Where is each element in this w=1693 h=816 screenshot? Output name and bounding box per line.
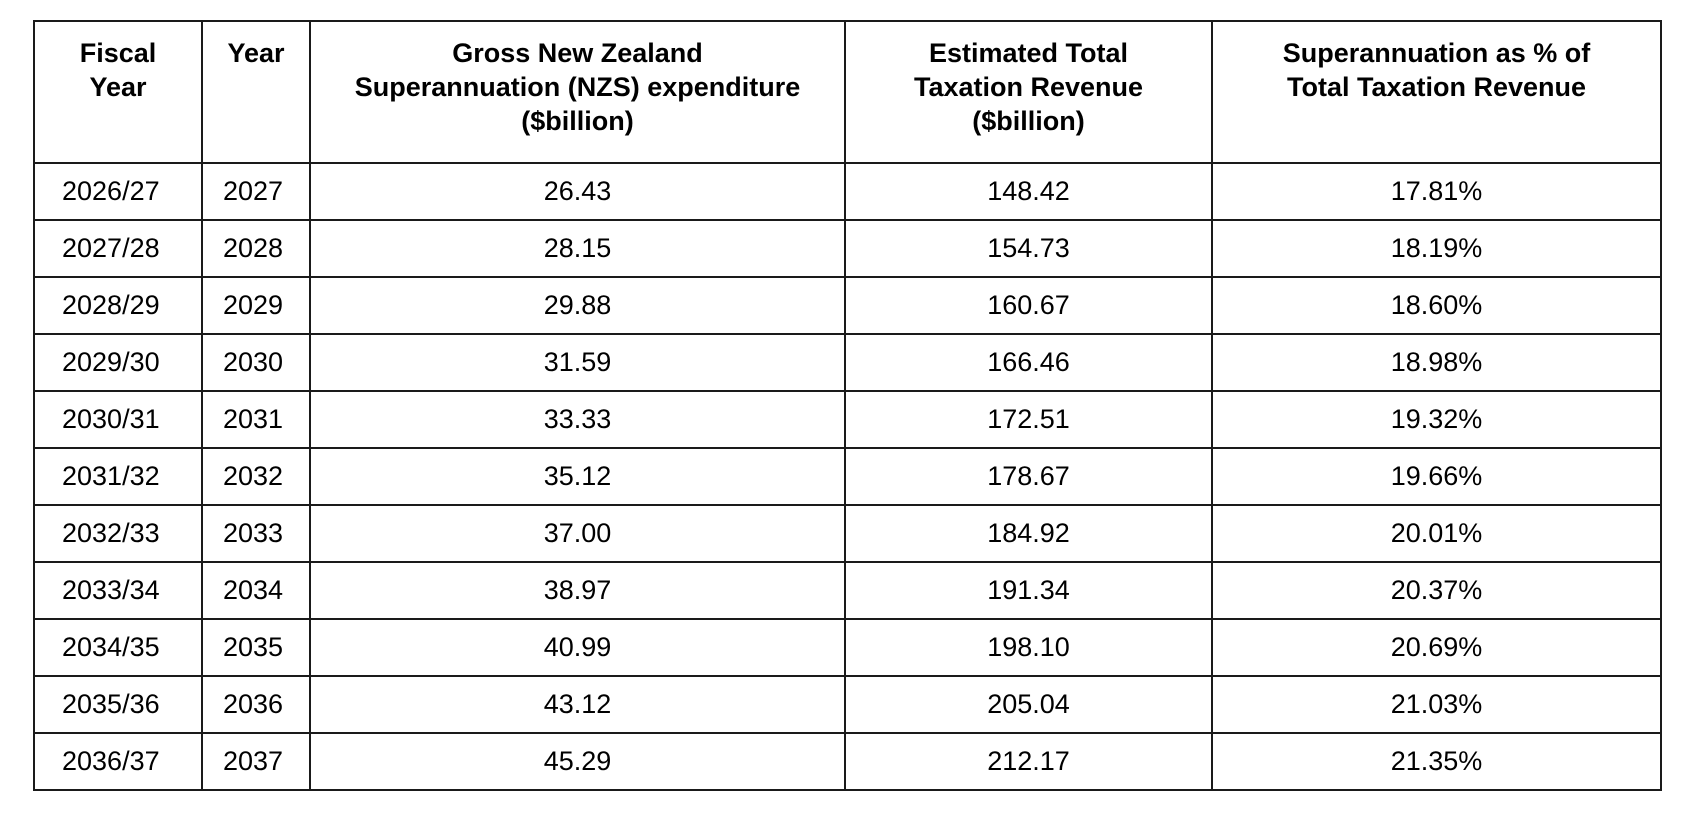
nzs-expenditure-header: Gross New Zealand Superannuation (NZS) ex… — [309, 20, 846, 164]
fiscal-year-cell: 2028/29 — [33, 276, 203, 335]
nzs-expenditure-cell: 28.15 — [309, 219, 846, 278]
table-row: 2030/31 2031 33.33 172.51 19.32% — [33, 390, 1662, 449]
header-line: Superannuation (NZS) expenditure — [354, 72, 801, 102]
year-cell: 2035 — [201, 618, 311, 677]
fiscal-year-cell: 2026/27 — [33, 162, 203, 221]
nzs-expenditure-cell: 26.43 — [309, 162, 846, 221]
tax-revenue-cell: 184.92 — [844, 504, 1213, 563]
year-header: Year — [201, 20, 311, 164]
tax-revenue-cell: 178.67 — [844, 447, 1213, 506]
year-cell: 2034 — [201, 561, 311, 620]
year-cell: 2029 — [201, 276, 311, 335]
tax-revenue-header: Estimated Total Taxation Revenue ($billion… — [844, 20, 1213, 164]
tax-revenue-cell: 166.46 — [844, 333, 1213, 392]
header-line: Taxation Revenue — [913, 72, 1144, 102]
nzs-expenditure-cell: 37.00 — [309, 504, 846, 563]
table-row: 2029/30 2030 31.59 166.46 18.98% — [33, 333, 1662, 392]
fiscal-year-cell: 2029/30 — [33, 333, 203, 392]
header-line: Year — [227, 38, 285, 68]
nzs-expenditure-cell: 38.97 — [309, 561, 846, 620]
nzs-expenditure-cell: 29.88 — [309, 276, 846, 335]
year-cell: 2031 — [201, 390, 311, 449]
header-line: Total Taxation Revenue — [1286, 72, 1587, 102]
table-row: 2031/32 2032 35.12 178.67 19.66% — [33, 447, 1662, 506]
nzs-expenditure-cell: 31.59 — [309, 333, 846, 392]
nzs-expenditure-cell: 40.99 — [309, 618, 846, 677]
fiscal-year-cell: 2027/28 — [33, 219, 203, 278]
super-percent-cell: 18.98% — [1211, 333, 1662, 392]
header-line: Superannuation as % of — [1282, 38, 1591, 68]
table-row: 2033/34 2034 38.97 191.34 20.37% — [33, 561, 1662, 620]
fiscal-year-cell: 2036/37 — [33, 732, 203, 791]
fiscal-year-cell: 2035/36 — [33, 675, 203, 734]
nzs-expenditure-cell: 45.29 — [309, 732, 846, 791]
year-cell: 2037 — [201, 732, 311, 791]
super-percent-cell: 20.69% — [1211, 618, 1662, 677]
super-percent-cell: 19.66% — [1211, 447, 1662, 506]
header-line: Fiscal — [79, 38, 157, 68]
tax-revenue-cell: 198.10 — [844, 618, 1213, 677]
fiscal-year-cell: 2030/31 — [33, 390, 203, 449]
year-cell: 2036 — [201, 675, 311, 734]
year-cell: 2033 — [201, 504, 311, 563]
super-percent-cell: 21.35% — [1211, 732, 1662, 791]
tax-revenue-cell: 205.04 — [844, 675, 1213, 734]
table-row: 2035/36 2036 43.12 205.04 21.03% — [33, 675, 1662, 734]
header-line: ($billion) — [521, 106, 634, 136]
year-cell: 2027 — [201, 162, 311, 221]
tax-revenue-cell: 191.34 — [844, 561, 1213, 620]
year-cell: 2028 — [201, 219, 311, 278]
nzs-expenditure-cell: 33.33 — [309, 390, 846, 449]
superannuation-table: Fiscal Year Year Gross New Zealand Superannu… — [33, 20, 1662, 791]
header-line: Gross New Zealand — [452, 38, 703, 68]
table-body: 2026/27 2027 26.43 148.42 17.81% 2027/28 2028 2… — [33, 162, 1662, 791]
header-line: ($billion) — [972, 106, 1085, 136]
table-row: 2028/29 2029 29.88 160.67 18.60% — [33, 276, 1662, 335]
fiscal-year-cell: 2034/35 — [33, 618, 203, 677]
tax-revenue-cell: 148.42 — [844, 162, 1213, 221]
header-row: Fiscal Year Year Gross New Zealand Superannu… — [33, 20, 1662, 164]
table-row: 2032/33 2033 37.00 184.92 20.01% — [33, 504, 1662, 563]
year-cell: 2032 — [201, 447, 311, 506]
fiscal-year-cell: 2032/33 — [33, 504, 203, 563]
nzs-expenditure-cell: 35.12 — [309, 447, 846, 506]
year-cell: 2030 — [201, 333, 311, 392]
fiscal-year-cell: 2031/32 — [33, 447, 203, 506]
super-percent-cell: 19.32% — [1211, 390, 1662, 449]
header-line: Estimated Total — [928, 38, 1129, 68]
super-percent-cell: 20.01% — [1211, 504, 1662, 563]
tax-revenue-cell: 172.51 — [844, 390, 1213, 449]
table-row: 2026/27 2027 26.43 148.42 17.81% — [33, 162, 1662, 221]
super-percent-cell: 18.60% — [1211, 276, 1662, 335]
fiscal-year-cell: 2033/34 — [33, 561, 203, 620]
table-row: 2036/37 2037 45.29 212.17 21.35% — [33, 732, 1662, 791]
tax-revenue-cell: 154.73 — [844, 219, 1213, 278]
header-line: Year — [89, 72, 147, 102]
fiscal-year-header: Fiscal Year — [33, 20, 203, 164]
tax-revenue-cell: 212.17 — [844, 732, 1213, 791]
super-percent-header: Superannuation as % of Total Taxation Rev… — [1211, 20, 1662, 164]
nzs-expenditure-cell: 43.12 — [309, 675, 846, 734]
super-percent-cell: 18.19% — [1211, 219, 1662, 278]
super-percent-cell: 20.37% — [1211, 561, 1662, 620]
table-row: 2027/28 2028 28.15 154.73 18.19% — [33, 219, 1662, 278]
table-header: Fiscal Year Year Gross New Zealand Superannu… — [33, 20, 1662, 164]
super-percent-cell: 17.81% — [1211, 162, 1662, 221]
tax-revenue-cell: 160.67 — [844, 276, 1213, 335]
super-percent-cell: 21.03% — [1211, 675, 1662, 734]
table-row: 2034/35 2035 40.99 198.10 20.69% — [33, 618, 1662, 677]
